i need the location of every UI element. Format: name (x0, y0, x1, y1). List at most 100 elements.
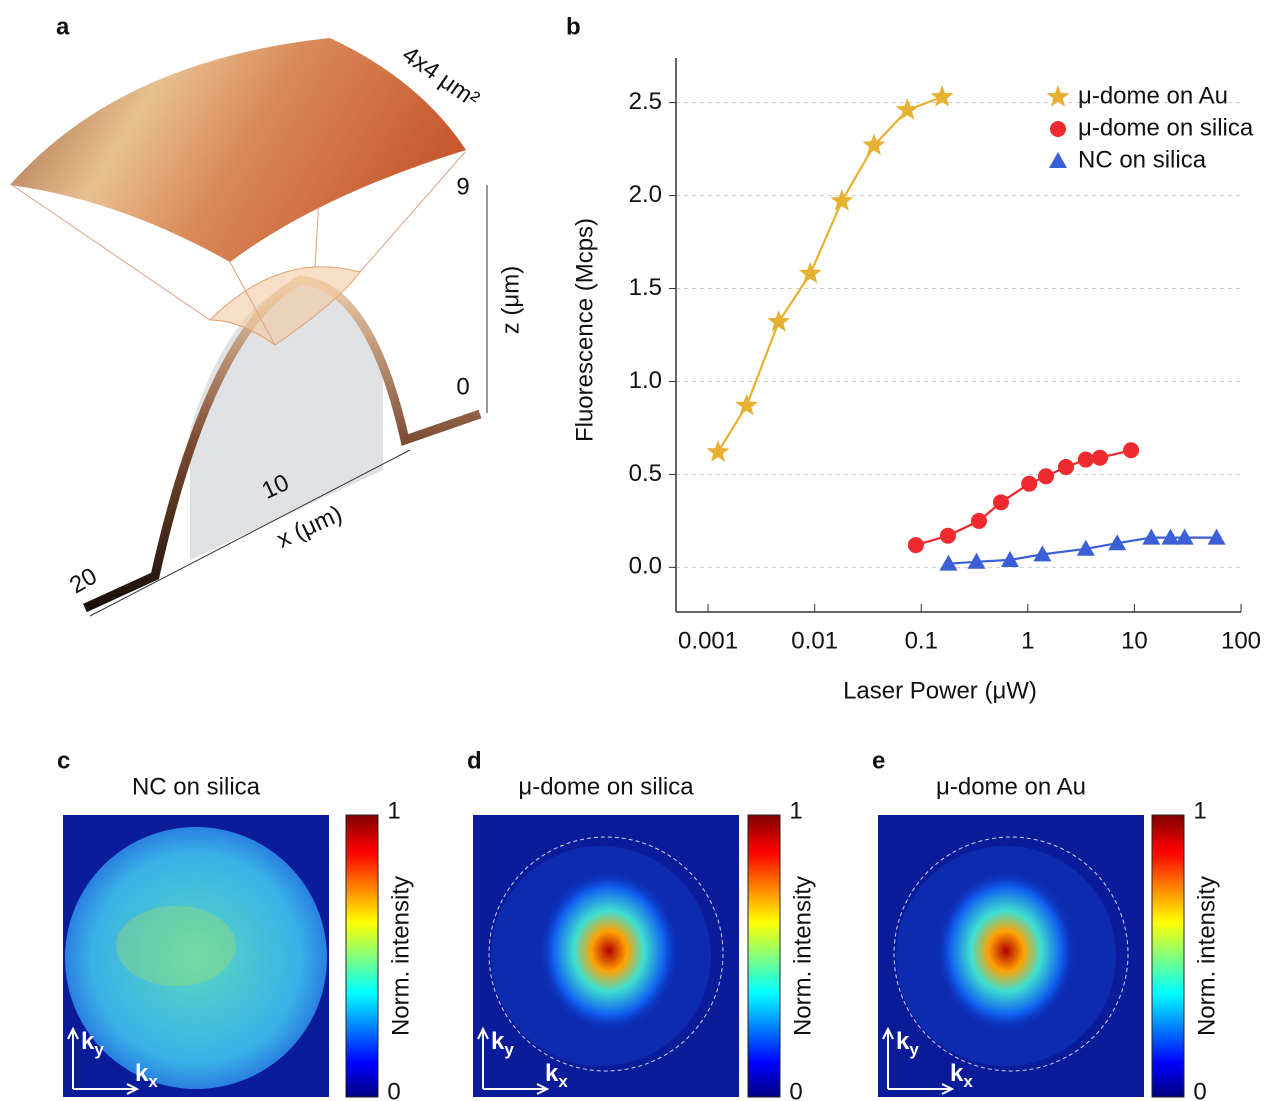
star-marker (767, 310, 791, 332)
series-line (948, 536, 1217, 565)
circle-marker (1057, 458, 1074, 475)
panel-b: b Laser Power (μW) Fluorescence (Mcps) 0… (566, 13, 1261, 704)
panel-label: d (467, 747, 482, 774)
colorbar-tick-label: 0 (387, 1078, 400, 1101)
emission-spot (936, 871, 1076, 1031)
kx-label: kx (950, 1060, 973, 1091)
ky-label: ky (896, 1028, 919, 1059)
legend-label: μ-dome on Au (1078, 82, 1228, 109)
circle-marker (907, 537, 924, 554)
triangle-marker (1000, 550, 1019, 567)
x-tick-label: 0.001 (678, 627, 738, 654)
y-tick-label: 1.0 (629, 367, 662, 394)
kx-main: k (950, 1060, 964, 1087)
star-marker (862, 133, 886, 156)
triangle-marker (1076, 539, 1095, 556)
y-axis-title: Fluorescence (Mcps) (571, 218, 598, 442)
star-marker (735, 393, 759, 416)
ky-main: k (81, 1028, 95, 1055)
kx-arrow (73, 1083, 140, 1095)
colorbar-label: Norm. intensity (387, 876, 414, 1036)
circle-marker (970, 512, 987, 529)
ky-main: k (896, 1028, 910, 1055)
colorbar (345, 814, 379, 1098)
kx-arrow (483, 1083, 550, 1095)
circle-marker (1077, 451, 1094, 468)
colorbar (747, 814, 781, 1098)
y-tick-label: 0.5 (629, 460, 662, 487)
colorbar-tick-label: 1 (789, 797, 802, 824)
circle-marker (1123, 442, 1140, 459)
triangle-marker (1033, 545, 1052, 562)
star-marker (706, 440, 730, 462)
y-tick-label: 0.0 (629, 553, 662, 580)
scan-area (208, 266, 361, 346)
ky-main: k (491, 1028, 505, 1055)
panel-title: μ-dome on silica (518, 773, 694, 800)
x-axis (89, 449, 411, 617)
kx-main: k (135, 1060, 149, 1087)
panel-title: NC on silica (132, 773, 261, 800)
triangle-marker (1108, 534, 1127, 551)
kx-sub: x (558, 1072, 568, 1091)
ky-sub: y (94, 1040, 104, 1059)
ky-sub: y (504, 1040, 514, 1059)
colorbar-label: Norm. intensity (1193, 876, 1220, 1036)
z-tick-label: 9 (456, 173, 469, 200)
x-axis-title: Laser Power (μW) (843, 677, 1037, 704)
circle-marker (992, 494, 1009, 511)
y-tick-label: 1.5 (629, 274, 662, 301)
triangle-marker (1207, 528, 1226, 545)
kx-arrow (888, 1083, 955, 1095)
panel-label: c (57, 747, 70, 774)
ky-arrow (882, 1026, 894, 1089)
kx-label: kx (135, 1060, 158, 1091)
x-tick-label: 0.01 (791, 627, 838, 654)
emission-texture (116, 906, 236, 986)
afm-surface (10, 38, 466, 262)
x-tick-label: 20 (65, 563, 102, 600)
legend-label: NC on silica (1078, 146, 1207, 173)
triangle-marker (967, 552, 986, 569)
colorbar (1151, 814, 1185, 1098)
panel-a: a 4x4 μm² 9 0 z (μm) 10 x (μm) 20 (10, 13, 524, 617)
circle-marker (1021, 475, 1038, 492)
ky-label: ky (491, 1028, 514, 1059)
na-circle (488, 836, 724, 1072)
circle-marker (1037, 468, 1054, 485)
series-line (717, 95, 943, 453)
emission-spot (539, 871, 679, 1031)
kx-main: k (545, 1060, 559, 1087)
colorbar-tick-label: 0 (789, 1078, 802, 1101)
colorbar-label: Norm. intensity (789, 876, 816, 1036)
circle-marker (1091, 449, 1108, 466)
panel-label: e (872, 747, 885, 774)
kx-label: kx (545, 1060, 568, 1091)
triangle-marker (939, 554, 958, 571)
x-tick-label: 10 (1121, 627, 1148, 654)
legend-label: μ-dome on silica (1078, 114, 1254, 141)
triangle-marker (1161, 528, 1180, 545)
emission-disk (65, 827, 327, 1089)
panel-label: b (566, 13, 581, 40)
na-circle (893, 836, 1129, 1072)
ky-label: ky (81, 1028, 104, 1059)
colorbar-tick-label: 1 (1193, 797, 1206, 824)
star-marker (798, 261, 822, 284)
panel-title: μ-dome on Au (936, 773, 1086, 800)
triangle-marker (1049, 152, 1067, 168)
z-label: z (μm) (497, 266, 524, 334)
panel-label: a (56, 13, 70, 40)
kx-sub: x (148, 1072, 158, 1091)
y-tick-label: 2.0 (629, 181, 662, 208)
star-marker (895, 98, 919, 120)
z-tick-label: 0 (456, 373, 469, 400)
circle-marker (939, 527, 956, 544)
ky-arrow (477, 1026, 489, 1089)
x-tick-label: 100 (1221, 627, 1261, 654)
colorbar-tick-label: 1 (387, 797, 400, 824)
triangle-marker (1142, 528, 1161, 545)
colorbar-tick-label: 0 (1193, 1078, 1206, 1101)
